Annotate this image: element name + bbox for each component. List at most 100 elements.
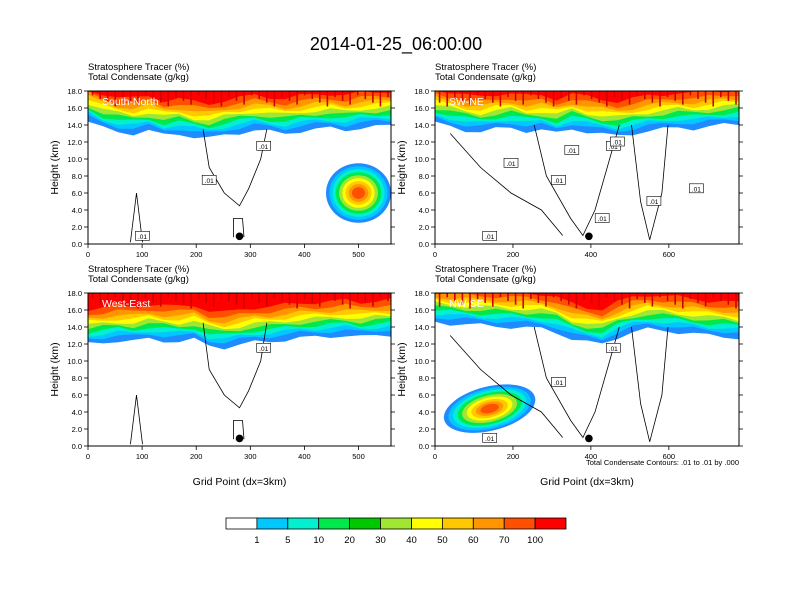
tracer-streak (704, 293, 707, 307)
x-tick-label: 200 (507, 452, 520, 461)
x-tick-label: 300 (244, 250, 257, 259)
condensate-contour (202, 129, 268, 207)
y-tick-label: 18.0 (67, 87, 82, 96)
tracer-streak (720, 91, 722, 98)
tracer-streak (628, 91, 631, 105)
tracer-streak (598, 91, 600, 103)
tracer-band (88, 91, 391, 105)
tracer-streak (499, 293, 502, 298)
tracer-streak (273, 293, 276, 298)
tracer-streak (250, 91, 253, 96)
tracer-streak (311, 91, 314, 99)
x-tick-label: 0 (86, 452, 90, 461)
colorbar-box (287, 517, 320, 530)
tracer-streak (552, 91, 555, 107)
tracer-streak (530, 91, 532, 96)
tracer-streak (91, 91, 94, 96)
tracer-streak (220, 91, 223, 107)
tracer-streak (182, 293, 185, 305)
tracer-streak (469, 293, 471, 309)
tracer-streak (522, 293, 524, 309)
plot-area: .01 .01 .01 (88, 91, 391, 244)
contour-label: .01 (554, 178, 563, 185)
tracer-streak (273, 91, 276, 107)
tracer-streak (296, 293, 298, 309)
colorbar-label: 50 (437, 535, 448, 546)
condensate-contour (233, 420, 245, 440)
tracer-streak (606, 293, 608, 298)
tracer-streak (499, 91, 502, 107)
x-tick-label: 200 (190, 250, 203, 259)
y-tick-label: 8.0 (419, 374, 429, 383)
tracer-streak (334, 91, 336, 98)
location-marker (585, 232, 593, 241)
plot-frame (87, 292, 392, 447)
panel-top-label: Total Condensate (g/kg) (88, 72, 189, 83)
tracer-streak (303, 91, 306, 96)
panel-south-north: .01 .01 .01 South-North Stratosphere Tracer … (49, 62, 395, 259)
contour-label-box (482, 231, 498, 241)
tracer-streak (175, 293, 177, 301)
tracer-streak (266, 293, 268, 307)
tracer-streak (590, 91, 593, 99)
tracer-streak (379, 91, 382, 107)
contour-label: .01 (609, 346, 618, 353)
tracer-streak (651, 91, 654, 103)
tracer-streak (122, 91, 124, 98)
tracer-streak (334, 293, 336, 301)
y-tick-label: 14.0 (67, 323, 82, 332)
y-tick-label: 10.0 (67, 357, 82, 366)
tracer-streak (99, 91, 101, 99)
tracer-streak (659, 293, 661, 298)
tracer-streak (545, 91, 547, 103)
panel-name: West-East (102, 298, 150, 310)
tracer-streak (682, 91, 684, 105)
y-tick-label: 18.0 (414, 87, 429, 96)
tracer-streak (160, 293, 162, 307)
condensate-contour (449, 335, 564, 438)
x-tick-label: 100 (136, 452, 149, 461)
y-axis-label: Height (km) (49, 140, 61, 194)
contour-label-box (564, 145, 580, 155)
tracer-streak (114, 293, 117, 298)
contour-label: .01 (598, 216, 607, 223)
tracer-streak (167, 91, 170, 107)
condensate-contour (533, 124, 620, 237)
tracer-streak (575, 293, 578, 309)
tracer-feature (480, 403, 499, 414)
tracer-streak (379, 293, 382, 298)
tracer-streak (288, 91, 291, 101)
colorbar-box (411, 517, 443, 530)
tracer-streak (613, 293, 616, 301)
y-tick-label: 10.0 (67, 155, 82, 164)
contour-label-box (256, 141, 272, 151)
tracer-streak (621, 91, 623, 101)
tracer-streak (727, 293, 730, 305)
y-tick-label: 4.0 (419, 206, 429, 215)
tracer-streak (205, 293, 207, 303)
tracer-streak (387, 293, 389, 301)
colorbar-label: 40 (406, 535, 417, 546)
location-marker (585, 434, 593, 443)
tracer-streak (514, 91, 517, 101)
contour-label-box (201, 175, 217, 185)
tracer-streak (197, 293, 200, 300)
tracer-streak (243, 293, 245, 309)
contour-label: .01 (609, 144, 618, 151)
tracer-streak (454, 91, 456, 98)
y-tick-label: 0.0 (72, 240, 82, 249)
tracer-band (435, 293, 739, 311)
tracer-streak (530, 293, 532, 300)
tracer-streak (682, 293, 684, 309)
tracer-streak (303, 293, 306, 300)
tracer-streak (281, 293, 283, 301)
contour-label-box (646, 196, 662, 206)
y-tick-label: 12.0 (67, 138, 82, 147)
tracer-streak (319, 91, 321, 103)
colorbar-box (441, 517, 474, 530)
panel-top-label: Stratosphere Tracer (%) (435, 264, 536, 275)
tracer-streak (446, 293, 448, 298)
tracer-band (88, 293, 391, 312)
colorbar-box (225, 517, 258, 530)
